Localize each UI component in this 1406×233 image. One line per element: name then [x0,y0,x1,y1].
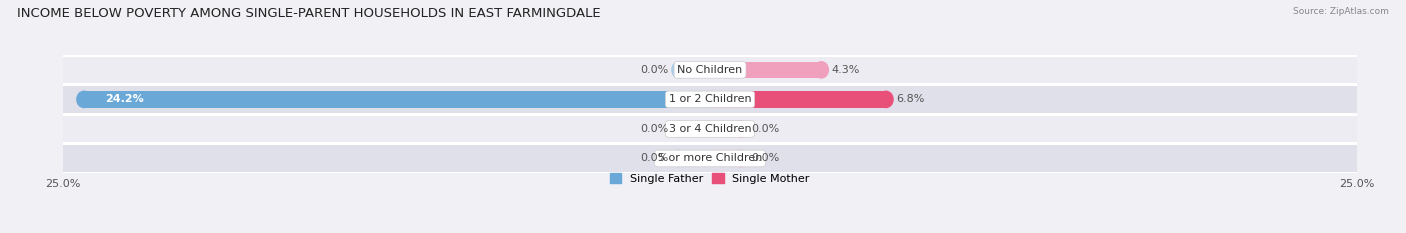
Text: 0.0%: 0.0% [751,124,780,134]
Text: 4.3%: 4.3% [831,65,860,75]
Bar [710,91,886,107]
Bar [710,150,741,167]
Bar [63,55,1357,85]
Circle shape [672,121,686,137]
Bar [679,121,710,137]
Circle shape [814,62,828,78]
Text: 0.0%: 0.0% [640,124,669,134]
Bar [63,145,1357,172]
Circle shape [672,62,686,78]
Text: Source: ZipAtlas.com: Source: ZipAtlas.com [1294,7,1389,16]
Bar [63,85,1357,114]
Text: 24.2%: 24.2% [104,94,143,104]
Bar [679,62,710,78]
Text: 0.0%: 0.0% [751,154,780,164]
Circle shape [879,91,893,107]
Text: 0.0%: 0.0% [640,65,669,75]
Circle shape [77,91,91,107]
Bar [84,91,710,107]
Circle shape [672,150,686,167]
Text: 5 or more Children: 5 or more Children [658,154,762,164]
Bar [63,86,1357,113]
Text: 3 or 4 Children: 3 or 4 Children [669,124,751,134]
Legend: Single Father, Single Mother: Single Father, Single Mother [610,173,810,184]
Bar [679,150,710,167]
Text: 1 or 2 Children: 1 or 2 Children [669,94,751,104]
Text: 0.0%: 0.0% [640,154,669,164]
Circle shape [734,150,748,167]
Bar [710,62,821,78]
Bar [63,57,1357,83]
Circle shape [734,121,748,137]
Bar [710,121,741,137]
Text: INCOME BELOW POVERTY AMONG SINGLE-PARENT HOUSEHOLDS IN EAST FARMINGDALE: INCOME BELOW POVERTY AMONG SINGLE-PARENT… [17,7,600,20]
Bar [63,114,1357,144]
Text: No Children: No Children [678,65,742,75]
Bar [63,144,1357,173]
Text: 6.8%: 6.8% [896,94,925,104]
Bar [63,116,1357,142]
